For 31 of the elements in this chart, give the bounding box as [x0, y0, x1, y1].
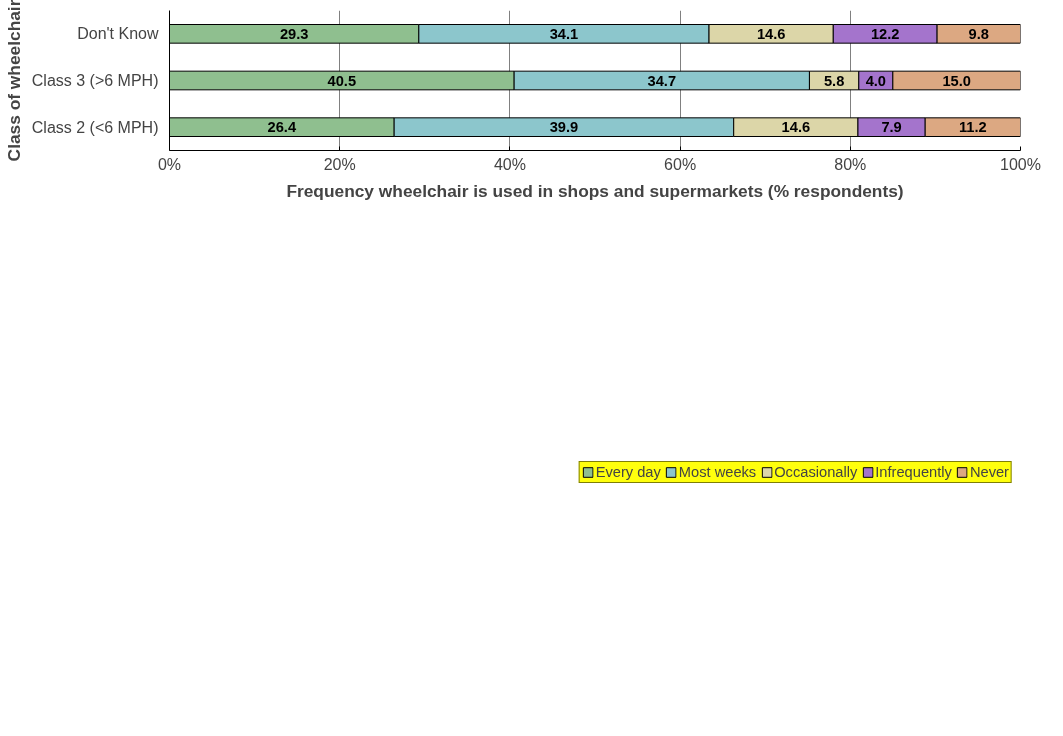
- data-label: 34.7: [647, 72, 677, 89]
- data-label: 4.0: [865, 72, 887, 89]
- x-tick-label: 60%: [664, 155, 697, 173]
- data-label: 34.1: [549, 25, 579, 42]
- data-label: 14.6: [756, 25, 786, 42]
- x-tick-label: 0%: [157, 155, 182, 173]
- x-axis-title: Frequency wheelchair is used in shops and supermarkets (% respondents): [286, 180, 904, 201]
- y-tick-label: Class 2 (<6 MPH): [31, 118, 159, 136]
- x-tick-label: 40%: [493, 155, 526, 173]
- legend-label: Every day: [595, 464, 661, 480]
- data-label: 14.6: [781, 119, 811, 136]
- legend-label: Most weeks: [678, 464, 757, 480]
- data-label: 11.2: [958, 119, 987, 136]
- data-label: 39.9: [549, 119, 579, 136]
- legend-label: Never: [969, 464, 1009, 480]
- y-tick-label: Don't Know: [77, 25, 159, 43]
- x-tick-label: 100%: [1000, 155, 1041, 173]
- x-tick-label: 20%: [323, 155, 356, 173]
- data-label: 40.5: [327, 72, 357, 89]
- y-tick-label: Class 3 (>6 MPH): [31, 72, 159, 89]
- legend-label: Infrequently: [875, 464, 952, 480]
- data-label: 12.2: [870, 25, 900, 42]
- data-label: 15.0: [942, 72, 971, 89]
- data-label: 29.3: [279, 25, 309, 42]
- legend-label: Occasionally: [774, 464, 858, 480]
- data-label: 26.4: [267, 119, 297, 136]
- y-axis-title: Class of wheelchair: [3, 0, 24, 162]
- data-label: 9.8: [968, 25, 989, 42]
- data-label: 5.8: [823, 72, 845, 89]
- x-tick-label: 80%: [834, 155, 867, 173]
- data-label: 7.9: [881, 119, 902, 136]
